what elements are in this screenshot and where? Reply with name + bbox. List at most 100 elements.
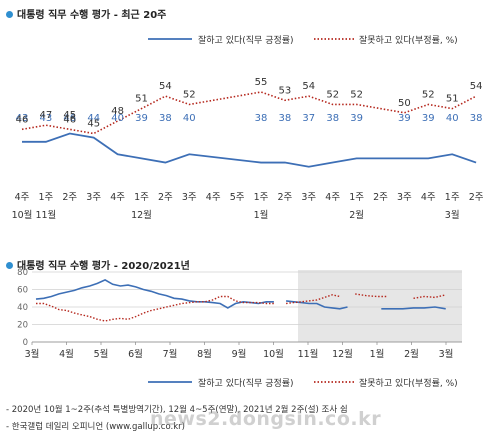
x-month-label: 1월 [254,209,269,221]
y-tick-label: 40 [17,303,28,313]
disapprove-data-label: 47 [40,110,53,121]
approve-data-label: 40 [183,113,196,124]
disapprove-data-label: 55 [255,77,268,88]
x-tick-label: 4주 [325,192,340,203]
x-tick-label: 4주 [110,192,125,203]
disapprove-data-label: 54 [159,81,172,92]
x-tick-label: 2주 [278,192,293,203]
watermark-text: news2.dongsin.co.kr [150,408,382,430]
chart2-axes: 0 20 40 60 80 3월 4월 5월 6월 7월 8월 9월 10월 11월 12월 1월 2월 3월 [17,268,462,360]
x-tick-label: 2주 [158,192,173,203]
x-month-label: 2월 [404,348,419,360]
chart2-shaded-recent-region [298,270,462,342]
disapprove-data-label: 51 [446,94,459,105]
disapprove-data-label: 50 [398,98,411,109]
x-tick-label: 1주 [445,192,460,203]
chart1-legend: 잘하고 있다(직무 긍정률) 잘못하고 있다(부정률, %) [148,34,458,46]
approve-data-label: 44 [87,113,100,124]
legend-disapprove-label: 잘못하고 있다(부정률, %) [359,34,458,46]
chart1-title-text: 대통령 직무 수행 평가 - 최근 20주 [17,10,167,21]
chart2-2020-2021: 0 20 40 60 80 3월 4월 5월 6월 7월 8월 9월 10월 11월 12월 1월 2월 3월 잘… [17,268,462,389]
disapprove-series-line [21,91,477,135]
approve-data-label: 43 [16,113,29,124]
disapprove-data-label: 45 [87,119,100,130]
approve-data-label: 39 [350,113,363,124]
disapprove-data-label: 51 [135,94,148,105]
legend-disapprove-label: 잘못하고 있다(부정률, %) [359,377,458,389]
chart1-x-axis: 4주 1주 2주 3주 4주 1주 2주 3주 4주 5주 1주 2주 3주 4주 1주 2주 3주 4주 1주 2주… [12,192,484,221]
x-tick-label: 2주 [62,192,77,203]
footnote-source: - 한국갤럽 데일리 오피니언 (www.gallup.co.kr) [6,422,185,432]
legend-approve-label: 잘하고 있다(직무 긍정률) [198,34,294,46]
approve-data-label: 43 [40,113,53,124]
x-tick-label: 4주 [206,192,221,203]
approve-data-label: 46 [63,113,76,124]
chart2-plot-area [35,279,446,322]
approve-series-line [35,279,274,309]
approve-data-label-top: 45 [63,110,76,121]
y-tick-label: 80 [17,268,28,278]
chart2-title: 대통령 직무 수행 평가 - 2020/2021년 [6,257,190,272]
x-month-label: 6월 [128,348,143,360]
shaded-recent-20-weeks [298,270,462,342]
x-tick-label: 1주 [134,192,149,203]
approve-data-label: 40 [446,113,459,124]
disapprove-series-line [286,294,340,305]
approve-data-label: 37 [302,113,315,124]
x-tick-label: 3주 [86,192,101,203]
disapprove-series-line [413,294,446,299]
legend-approve-label: 잘하고 있다(직무 긍정률) [198,377,294,389]
x-tick-label: 5주 [230,192,245,203]
x-month-label: 3월 [439,348,454,360]
x-tick-label: 1주 [39,192,54,203]
approve-data-label: 38 [279,113,292,124]
x-month-label: 12월 [332,348,353,360]
x-tick-label: 2주 [469,192,484,203]
y-tick-label: 20 [17,321,28,331]
disapprove-data-label: 52 [326,89,339,100]
approve-series-line [22,132,477,168]
disapprove-data-label: 46 [63,114,76,125]
disapprove-data-label: 52 [422,89,435,100]
x-month-label: 5월 [94,348,109,360]
disapprove-data-label: 46 [16,114,29,125]
x-month-label: 1월 [370,348,385,360]
approve-data-label: 40 [111,113,124,124]
x-month-label: 10월 [263,348,284,360]
chart2-title-text: 대통령 직무 수행 평가 - 2020/2021년 [17,261,190,272]
x-tick-label: 1주 [254,192,269,203]
approve-data-label: 38 [326,113,339,124]
x-tick-label: 2주 [373,192,388,203]
x-month-label: 12월 [131,209,152,221]
disapprove-data-label: 52 [183,89,196,100]
approve-data-label: 38 [159,113,172,124]
x-tick-label: 3주 [301,192,316,203]
footnote-survey-gaps: - 2020년 10월 1~2주(추석 특별방역기간), 12월 4~5주(연말… [6,405,348,415]
x-month-label: 11월 [298,348,319,360]
x-month-label: 7월 [163,348,178,360]
x-month-label: 10월 [12,209,33,221]
x-month-label: 8월 [197,348,212,360]
approve-data-label: 39 [422,113,435,124]
disapprove-data-label: 48 [111,106,124,117]
y-tick-label: 0 [23,338,28,348]
x-month-label: 9월 [232,348,247,360]
approve-data-label: 39 [398,113,411,124]
x-month-label: 3월 [445,209,460,221]
x-tick-label: 4주 [421,192,436,203]
x-tick-label: 3주 [182,192,197,203]
approve-series-line [381,306,446,310]
chart1-title: 대통령 직무 수행 평가 - 최근 20주 [6,6,166,21]
disapprove-data-label: 54 [470,81,483,92]
disapprove-data-label: 53 [279,85,292,96]
chart2-legend: 잘하고 있다(직무 긍정률) 잘못하고 있다(부정률, %) [148,377,458,389]
disapprove-series-line [355,293,388,298]
disapprove-data-label: 52 [350,89,363,100]
chart2-gridlines [32,271,462,343]
chart1-recent-20-weeks: 잘하고 있다(직무 긍정률) 잘못하고 있다(부정률, %) 43 43 46 44 4… [12,34,484,221]
bullet-dot-icon [6,11,13,18]
approve-data-label: 38 [255,113,268,124]
x-month-label: 3월 [25,348,40,360]
bullet-dot-icon [6,262,13,269]
